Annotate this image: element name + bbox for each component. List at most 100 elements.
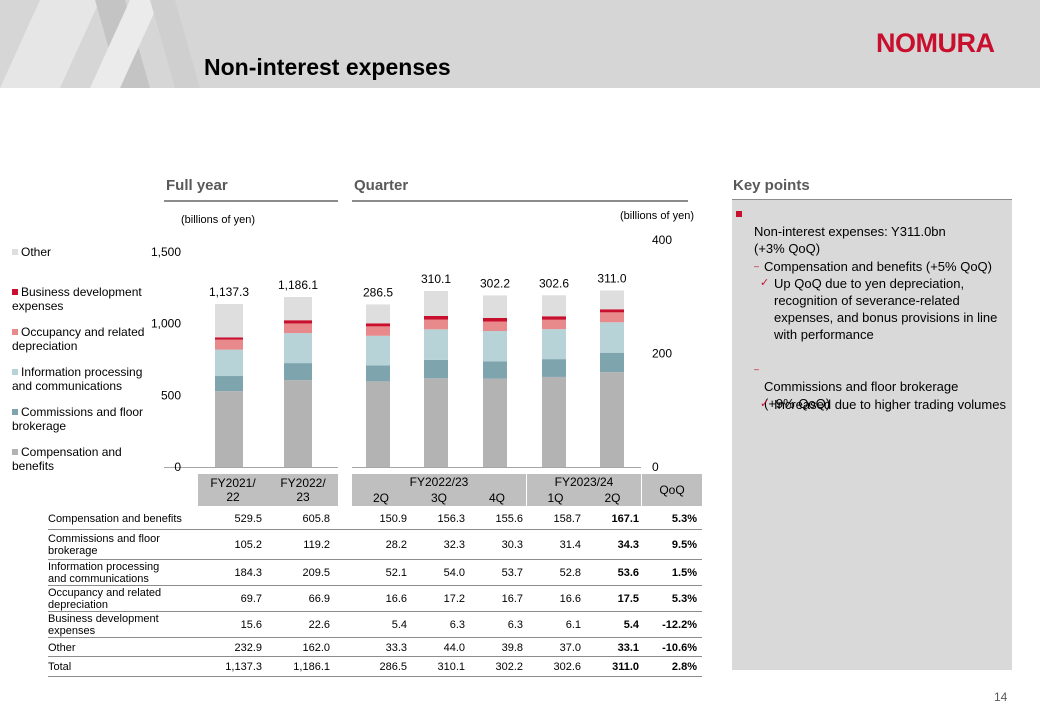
cell-quarter-value: 28.2 <box>385 539 407 551</box>
key-point-main: Non-interest expenses: Y311.0bn (+3% QoQ… <box>736 206 1004 257</box>
chart-0-bar-segment <box>284 297 312 321</box>
dash-icon: – <box>754 261 760 271</box>
chart-1-y-tick-label: 0 <box>652 460 659 474</box>
chart-1-bar-segment <box>424 315 448 320</box>
chart-1-bar-segment <box>483 331 507 362</box>
table-row: Information processing and communication… <box>48 560 702 586</box>
chart-1-bar-segment <box>424 329 448 360</box>
page-title: Non-interest expenses <box>204 54 451 80</box>
chart-0-y-tick-label: 0 <box>174 460 181 474</box>
chart-0-bar-segment <box>215 376 243 392</box>
key-point-sub1: – Compensation and benefits (+5% QoQ) <box>754 258 1004 275</box>
chart-1-bar-segment <box>542 376 566 467</box>
chart-1-bar-segment <box>600 352 624 373</box>
table-header-q-1q: 1Q <box>527 490 584 506</box>
checkmark-icon: ✓ <box>760 398 770 410</box>
cell-quarter-value: 311.0 <box>612 661 639 673</box>
cell-quarter-value: 155.6 <box>495 513 523 525</box>
chart-1-bar-segment <box>483 317 507 322</box>
chart-1-bar-segment <box>424 359 448 379</box>
chart-0-y-tick-label: 1,000 <box>151 317 181 331</box>
cell-quarter-value: 6.3 <box>449 619 465 631</box>
cell-quarter-value: 33.3 <box>385 641 407 654</box>
legend-label: Other <box>21 245 52 259</box>
cell-qoq-value: 5.3% <box>671 593 697 605</box>
table-header-qoq: QoQ <box>642 474 702 506</box>
cell-qoq-value: -10.6% <box>662 641 697 654</box>
chart-0-bar-segment <box>284 333 312 364</box>
cell-quarter-value: 5.4 <box>623 619 639 631</box>
table-row: Other 232.9 162.0 33.3 44.0 39.8 37.0 33.1 -10.6… <box>48 638 702 657</box>
cell-quarter-value: 52.8 <box>559 567 581 579</box>
cell-quarter-value: 167.1 <box>611 513 639 525</box>
key-points-panel: Non-interest expenses: Y311.0bn (+3% QoQ… <box>732 200 1012 670</box>
chart-1-bar-segment <box>424 319 448 330</box>
chart-0-bar-segment <box>284 320 312 324</box>
chart-1-bar-segment <box>542 329 566 360</box>
cell-quarter-value: 54.0 <box>443 567 465 579</box>
legend-item-compensation: Compensation and benefits <box>12 445 162 473</box>
cell-quarter-value: 6.3 <box>507 619 523 631</box>
cell-fy-value: 162.0 <box>302 641 330 654</box>
table-header-fy2022: FY2022/ 23 <box>268 474 338 506</box>
legend-label: Compensation and benefits <box>12 445 122 473</box>
chart-1-total-label: 302.2 <box>480 276 510 290</box>
table-header-fy2021: FY2021/ 22 <box>198 474 268 506</box>
right-unit-label: (billions of yen) <box>620 210 694 222</box>
cell-quarter-value: 39.8 <box>501 641 523 654</box>
row-label: Commissions and floor brokerage <box>48 533 160 557</box>
page-number: 14 <box>994 690 1008 704</box>
chart-0-total-label: 1,186.1 <box>278 278 318 292</box>
table-header-group-fy2023-24: FY2023/24 <box>527 474 641 490</box>
chart-1-y-tick-label: 200 <box>652 347 672 361</box>
key-point-main-text: Non-interest expenses: Y311.0bn (+3% QoQ… <box>754 224 946 256</box>
chart-1-bar-segment <box>542 295 566 317</box>
section-full-year: Full year <box>166 177 228 194</box>
chart-1-bar-segment <box>483 361 507 379</box>
chart-0-bar-segment <box>215 304 243 338</box>
chart-1-bar-segment <box>600 372 624 467</box>
chart-1-bar-segment <box>600 322 624 353</box>
nomura-logo: NOMURA <box>876 28 995 58</box>
row-label: Total <box>48 661 72 673</box>
cell-qoq-value: 9.5% <box>671 539 697 551</box>
chart-0-total-label: 1,137.3 <box>209 285 249 299</box>
legend-swatch <box>12 409 18 415</box>
header-decoration <box>0 0 200 88</box>
key-point-sub2-detail: ✓ Increased due to higher trading volumes <box>760 396 1006 413</box>
cell-fy-value: 15.6 <box>240 619 262 631</box>
cell-fy-value: 529.5 <box>234 513 262 525</box>
chart-0-y-tick-label: 1,500 <box>151 245 181 259</box>
cell-quarter-value: 158.7 <box>553 513 581 525</box>
chart-0-bar-segment <box>215 339 243 350</box>
chart-1-bar-segment <box>424 291 448 316</box>
legend-label: Occupancy and related depreciation <box>12 325 145 353</box>
legend-label: Commissions and floor brokerage <box>12 405 144 433</box>
table-header-q-4q: 4Q <box>468 490 526 506</box>
bullet-icon <box>736 211 742 217</box>
chart-1-total-label: 311.0 <box>597 272 626 286</box>
chart-1-bar-segment <box>600 309 624 313</box>
row-label: Information processing and communication… <box>48 561 160 585</box>
cell-quarter-value: 302.2 <box>495 661 523 673</box>
chart-1-bar-segment <box>600 312 624 323</box>
cell-quarter-value: 156.3 <box>437 513 465 525</box>
cell-fy-value: 105.2 <box>234 539 262 551</box>
chart-1-bar-segment <box>366 381 390 467</box>
left-unit-label: (billions of yen) <box>181 214 255 226</box>
section-quarter: Quarter <box>354 177 409 194</box>
slide-header: Non-interest expenses NOMURA <box>0 0 1040 88</box>
chart-1-y-tick-label: 400 <box>652 233 672 247</box>
legend-swatch <box>12 369 18 375</box>
key-point-sub1-detail-text: Up QoQ due to yen depreciation, recognit… <box>774 276 998 342</box>
table-row: Compensation and benefits 529.5 605.8 150.9… <box>48 508 702 530</box>
chart-0-bar-segment <box>284 363 312 381</box>
row-label: Compensation and benefits <box>48 513 182 525</box>
cell-quarter-value: 150.9 <box>379 513 407 525</box>
chart-1-bar-segment <box>366 335 390 366</box>
cell-quarter-value: 30.3 <box>501 539 523 551</box>
table-row: Occupancy and related depreciation 69.7 66… <box>48 586 702 612</box>
cell-qoq-value: 5.3% <box>671 513 697 525</box>
table-header-q-2q: 2Q <box>352 490 410 506</box>
